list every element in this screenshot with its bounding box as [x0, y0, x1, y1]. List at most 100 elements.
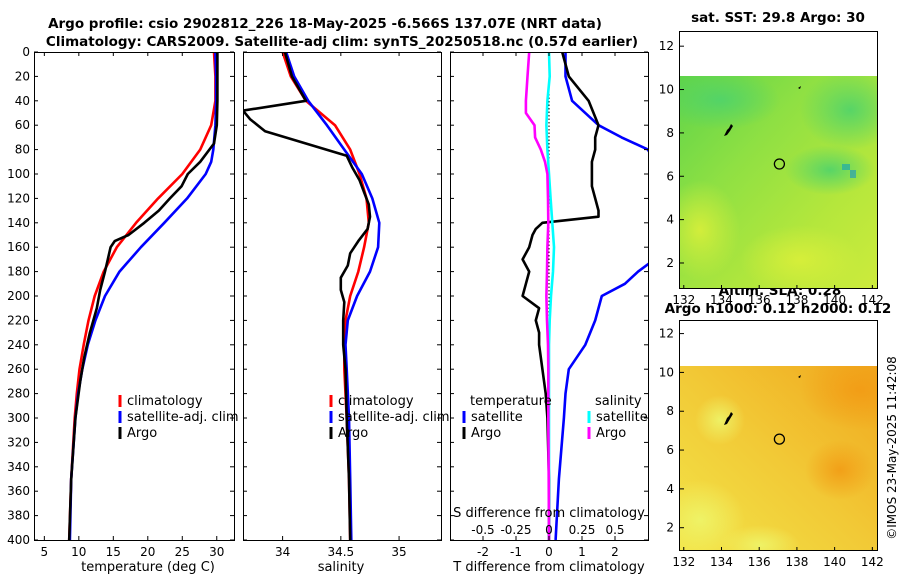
map-y-tick-label: 10: [659, 365, 674, 379]
legend-label-t-satellite: satellite: [471, 410, 523, 425]
y-tick-label: 400: [7, 533, 30, 547]
sla-map: [679, 320, 878, 551]
series-line-s-argo: [524, 52, 551, 540]
x-tick-label: 10: [71, 545, 86, 559]
map-axes: 132 134 136 138 140 142 2 4 6 8 10 12 132 134 136 138 14…: [659, 39, 884, 569]
sst-map-title: sat. SST: 29.8 Argo: 30: [691, 10, 865, 26]
y-tick-label: 240: [7, 338, 30, 352]
island-outline: [724, 412, 733, 425]
legend-label-argo: Argo: [338, 426, 368, 441]
temperature-legend: climatology satellite-adj. clim Argo: [118, 394, 239, 441]
map-y-tick-label: 10: [659, 83, 674, 97]
legend-label-t-argo: Argo: [471, 426, 501, 441]
title-line-1: Argo profile: csio 2902812_226 18-May-20…: [48, 16, 602, 32]
temperature-panel: 0 20 40 60 80 100 120 140 160 180 200 220 240 260 280 3…: [7, 45, 235, 559]
sla-map-frame: [679, 320, 878, 551]
map-x-tick-label: 136: [748, 293, 771, 307]
difference-panel: -2 -1 0 1 2 -0.5 -0.25 0 0.25 0.5: [450, 51, 649, 559]
map-y-tick-label: 12: [659, 327, 674, 341]
y-tick-label: 360: [7, 484, 30, 498]
legend-label-s-argo: Argo: [596, 426, 626, 441]
map-x-tick-label: 138: [785, 293, 808, 307]
y-tick-label: 80: [15, 143, 30, 157]
y-tick-label: 60: [15, 118, 30, 132]
argo-position-marker: [773, 158, 786, 170]
salinity-xlabel: salinity: [318, 560, 365, 575]
x-tick-label: 20: [140, 545, 155, 559]
x-tick-label: 5: [41, 545, 49, 559]
x-tick-label: 34: [275, 545, 290, 559]
s-diff-tick-label: -0.5: [471, 523, 494, 537]
series-line-argo: [67, 52, 219, 540]
x-tick-label: 0: [545, 545, 553, 559]
x-tick-label: 30: [209, 545, 224, 559]
legend-title-temperature: temperature: [470, 394, 552, 409]
y-tick-label: 0: [22, 45, 30, 59]
island-outline: [724, 124, 733, 136]
map-x-tick-label: 142: [861, 293, 884, 307]
y-tick-label: 200: [7, 289, 30, 303]
legend-label-climatology: climatology: [338, 394, 414, 409]
y-tick-label: 280: [7, 387, 30, 401]
map-x-tick-label: 134: [710, 293, 733, 307]
s-diff-tick-label: 0.5: [605, 523, 624, 537]
map-y-tick-label: 2: [666, 521, 674, 535]
y-tick-label: 100: [7, 167, 30, 181]
map-y-tick-label: 6: [666, 169, 674, 183]
sla-map-title-2: Argo h1000: 0.12 h2000: 0.12: [665, 301, 892, 317]
x-tick-label: 1: [578, 545, 586, 559]
island-outline: [798, 375, 801, 378]
y-tick-label: 320: [7, 435, 30, 449]
x-tick-label: 34.5: [327, 545, 354, 559]
legend-label-s-satellite: satellite: [596, 410, 648, 425]
y-tick-label: 160: [7, 240, 30, 254]
title-line-2: Climatology: CARS2009. Satellite-adj cli…: [46, 34, 638, 50]
y-tick-label: 20: [15, 69, 30, 83]
series-line-satellite-adj-clim: [68, 52, 218, 540]
map-y-tick-label: 2: [666, 256, 674, 270]
legend-label-argo: Argo: [127, 426, 157, 441]
salinity-panel: 34 34.5 35: [243, 51, 442, 559]
map-y-tick-label: 8: [666, 404, 674, 418]
map-x-tick-label: 138: [785, 555, 808, 569]
map-x-tick-label: 140: [823, 293, 846, 307]
x-tick-label: 35: [391, 545, 406, 559]
salinity-legend: climatology satellite-adj. clim Argo: [329, 394, 450, 441]
series-line-satellite-adj-clim: [284, 52, 381, 540]
map-x-tick-label: 136: [748, 555, 771, 569]
map-y-tick-label: 4: [666, 482, 674, 496]
map-x-tick-label: 140: [823, 555, 846, 569]
y-tick-label: 220: [7, 313, 30, 327]
series-line-t-satellite: [554, 52, 648, 540]
difference-xlabel-top: S difference from climatology: [453, 506, 645, 521]
map-y-tick-label: 8: [666, 126, 674, 140]
y-tick-label: 300: [7, 411, 30, 425]
legend-label-satellite: satellite-adj. clim: [127, 410, 239, 425]
y-tick-label: 340: [7, 460, 30, 474]
map-x-tick-label: 132: [672, 555, 695, 569]
imos-timestamp: ©IMOS 23-May-2025 11:42:08: [885, 356, 899, 540]
map-y-tick-label: 4: [666, 213, 674, 227]
x-tick-label: 2: [611, 545, 619, 559]
sst-map-frame: [679, 31, 878, 289]
map-x-tick-label: 142: [861, 555, 884, 569]
legend-label-satellite: satellite-adj. clim: [338, 410, 450, 425]
s-diff-tick-label: -0.25: [500, 523, 531, 537]
legend-label-climatology: climatology: [127, 394, 203, 409]
s-diff-tick-label: 0.25: [569, 523, 596, 537]
temperature-xlabel: temperature (deg C): [81, 560, 215, 575]
x-tick-label: 15: [106, 545, 121, 559]
temperature-frame: [34, 52, 235, 541]
x-tick-label: 25: [175, 545, 190, 559]
y-tick-label: 140: [7, 216, 30, 230]
map-y-tick-label: 12: [659, 39, 674, 53]
difference-xlabel: T difference from climatology: [452, 560, 645, 575]
y-tick-label: 260: [7, 362, 30, 376]
legend-title-salinity: salinity: [595, 394, 642, 409]
y-tick-label: 120: [7, 191, 30, 205]
y-tick-label: 40: [15, 94, 30, 108]
map-x-tick-label: 134: [710, 555, 733, 569]
x-tick-label: -2: [477, 545, 489, 559]
s-diff-tick-label: 0: [545, 523, 553, 537]
